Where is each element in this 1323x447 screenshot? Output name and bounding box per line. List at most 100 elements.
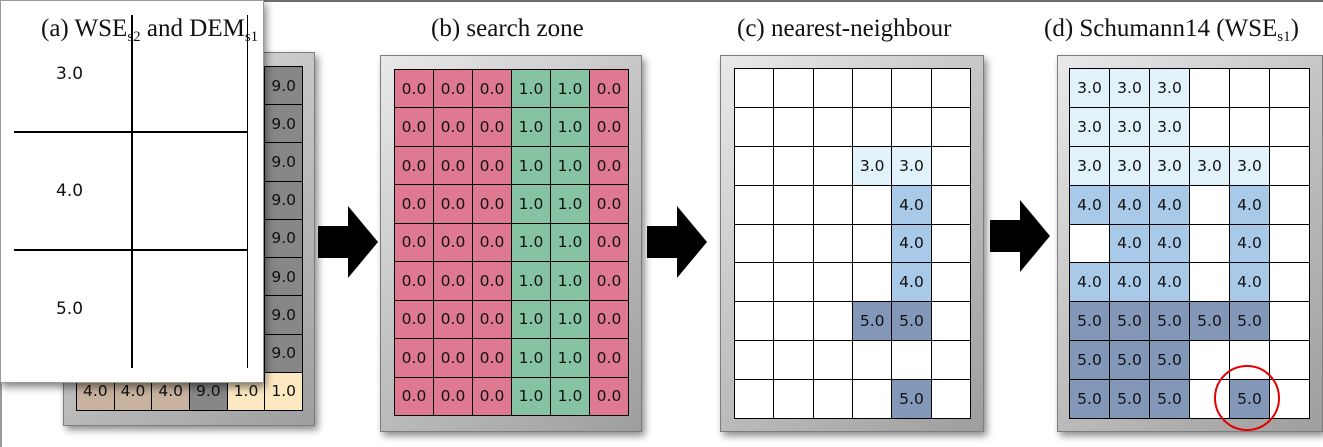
search-zone-cell: 0.0 xyxy=(434,262,473,301)
search-zone-cell: 1.0 xyxy=(512,108,551,147)
schumann14-cell: 4.0 xyxy=(1110,224,1150,264)
title-c: (c) nearest-neighbour xyxy=(737,15,952,42)
wse-cell-5: 5.0 xyxy=(14,249,133,368)
nearest-neighbour-cell xyxy=(735,146,775,186)
schumann14-cell: 5.0 xyxy=(1110,341,1150,381)
schumann14-cell xyxy=(1070,224,1110,264)
dem-cell: 9.0 xyxy=(265,181,303,220)
search-zone-cell: 1.0 xyxy=(551,339,590,378)
schumann14-cell: 3.0 xyxy=(1110,107,1150,147)
search-zone-cell: 1.0 xyxy=(512,146,551,186)
search-zone-cell: 0.0 xyxy=(590,262,629,301)
title-b: (b) search zone xyxy=(431,15,584,42)
nearest-neighbour-cell xyxy=(774,146,814,186)
schumann14-cell xyxy=(1270,302,1310,342)
schumann14-cell xyxy=(1270,341,1310,381)
schumann14-cell: 3.0 xyxy=(1150,107,1190,147)
search-zone-cell: 0.0 xyxy=(434,108,473,147)
schumann14-cell: 3.0 xyxy=(1230,146,1270,186)
schumann14-cell: 4.0 xyxy=(1110,263,1150,303)
search-zone-cell: 0.0 xyxy=(473,185,512,224)
schumann14-cell xyxy=(1270,263,1310,303)
wse-card: 3.0 4.0 5.0 xyxy=(0,0,264,383)
schumann14-cell: 5.0 xyxy=(1230,302,1270,342)
nearest-neighbour-cell xyxy=(852,380,893,419)
dem-cell: 1.0 xyxy=(265,372,303,411)
nearest-neighbour-cell xyxy=(774,107,814,147)
search-zone-cell: 0.0 xyxy=(434,377,473,416)
search-zone-cell: 0.0 xyxy=(395,185,434,224)
panel-a: 9.0 9.0 9.0 9.0 9.0 9.0 9.0 9.0 4.0 4.0 4.0 9.0 1.0 1… xyxy=(0,0,320,447)
search-zone-cell: 0.0 xyxy=(434,70,473,109)
schumann14-cell: 5.0 xyxy=(1110,302,1150,342)
schumann14-cell: 3.0 xyxy=(1150,146,1190,186)
nearest-neighbour-cell: 5.0 xyxy=(892,380,932,419)
schumann14-cell: 5.0 xyxy=(1150,341,1190,381)
schumann14-cell: 5.0 xyxy=(1150,380,1190,419)
search-zone-cell: 1.0 xyxy=(512,185,551,224)
schumann14-cell: 4.0 xyxy=(1230,263,1270,303)
search-zone-cell: 0.0 xyxy=(590,108,629,147)
search-zone-cell: 0.0 xyxy=(473,339,512,378)
schumann14-cell xyxy=(1190,263,1230,303)
dem-cell: 9.0 xyxy=(265,219,303,259)
nearest-neighbour-cell xyxy=(813,107,853,147)
nearest-neighbour-cell xyxy=(892,341,932,381)
search-zone-cell: 0.0 xyxy=(395,300,434,340)
wse-cell-4: 4.0 xyxy=(14,131,133,251)
nearest-neighbour-cell xyxy=(774,69,814,108)
search-zone-cell: 0.0 xyxy=(590,300,629,340)
schumann14-cell xyxy=(1190,224,1230,264)
schumann14-cell: 5.0 xyxy=(1070,302,1110,342)
nearest-neighbour-cell xyxy=(931,263,971,303)
dem-cell: 9.0 xyxy=(265,105,303,144)
nearest-neighbour-cell xyxy=(774,263,814,303)
schumann14-cell: 5.0 xyxy=(1110,380,1150,419)
schumann14-cell xyxy=(1270,224,1310,264)
arrow-right-icon xyxy=(647,206,707,278)
search-zone-cell: 0.0 xyxy=(590,377,629,416)
nearest-neighbour-cell xyxy=(774,302,814,342)
arrow-right-icon xyxy=(990,200,1050,272)
nearest-neighbour-cell xyxy=(852,263,893,303)
nearest-neighbour-cell: 3.0 xyxy=(852,146,893,186)
search-zone-cell: 0.0 xyxy=(395,223,434,263)
nearest-neighbour-cell xyxy=(813,380,853,419)
nearest-neighbour-cell xyxy=(735,380,775,419)
wse-grid: 3.0 4.0 5.0 xyxy=(14,15,248,368)
nearest-neighbour-cell xyxy=(931,380,971,419)
search-zone-cell: 0.0 xyxy=(434,339,473,378)
schumann14-cell: 3.0 xyxy=(1070,146,1110,186)
search-zone-cell: 0.0 xyxy=(473,146,512,186)
nearest-neighbour-cell xyxy=(852,341,893,381)
search-zone-frame: 0.0 0.0 0.0 1.0 1.0 0.0 0.0 0.0 0.0 1.0 1.0 0.0 0.0 0… xyxy=(380,55,642,432)
schumann14-cell xyxy=(1190,107,1230,147)
search-zone-cell: 0.0 xyxy=(473,70,512,109)
search-zone-cell: 1.0 xyxy=(551,185,590,224)
search-zone-cell: 0.0 xyxy=(473,377,512,416)
search-zone-cell: 0.0 xyxy=(395,108,434,147)
search-zone-cell: 0.0 xyxy=(473,108,512,147)
search-zone-cell: 1.0 xyxy=(512,262,551,301)
nearest-neighbour-cell xyxy=(735,263,775,303)
nearest-neighbour-cell xyxy=(774,185,814,225)
nearest-neighbour-cell xyxy=(813,69,853,108)
nearest-neighbour-cell xyxy=(931,69,971,108)
nearest-neighbour-cell xyxy=(813,224,853,264)
wse-cell-empty-2 xyxy=(131,131,248,251)
dem-cell: 9.0 xyxy=(265,67,303,106)
search-zone-cell: 1.0 xyxy=(551,262,590,301)
nearest-neighbour-frame: 3.0 3.0 4.0 4.0 4.0 5.0 5.0 5.0 xyxy=(720,55,984,432)
search-zone-cell: 0.0 xyxy=(590,339,629,378)
search-zone-cell: 1.0 xyxy=(512,223,551,263)
search-zone-cell: 0.0 xyxy=(590,223,629,263)
schumann14-cell xyxy=(1270,69,1310,108)
nearest-neighbour-cell xyxy=(774,380,814,419)
schumann14-cell xyxy=(1190,185,1230,225)
schumann14-cell: 3.0 xyxy=(1070,107,1110,147)
nearest-neighbour-cell xyxy=(813,146,853,186)
nearest-neighbour-cell xyxy=(735,302,775,342)
nearest-neighbour-cell xyxy=(813,302,853,342)
highlight-circle xyxy=(1214,365,1280,431)
search-zone-cell: 0.0 xyxy=(395,262,434,301)
